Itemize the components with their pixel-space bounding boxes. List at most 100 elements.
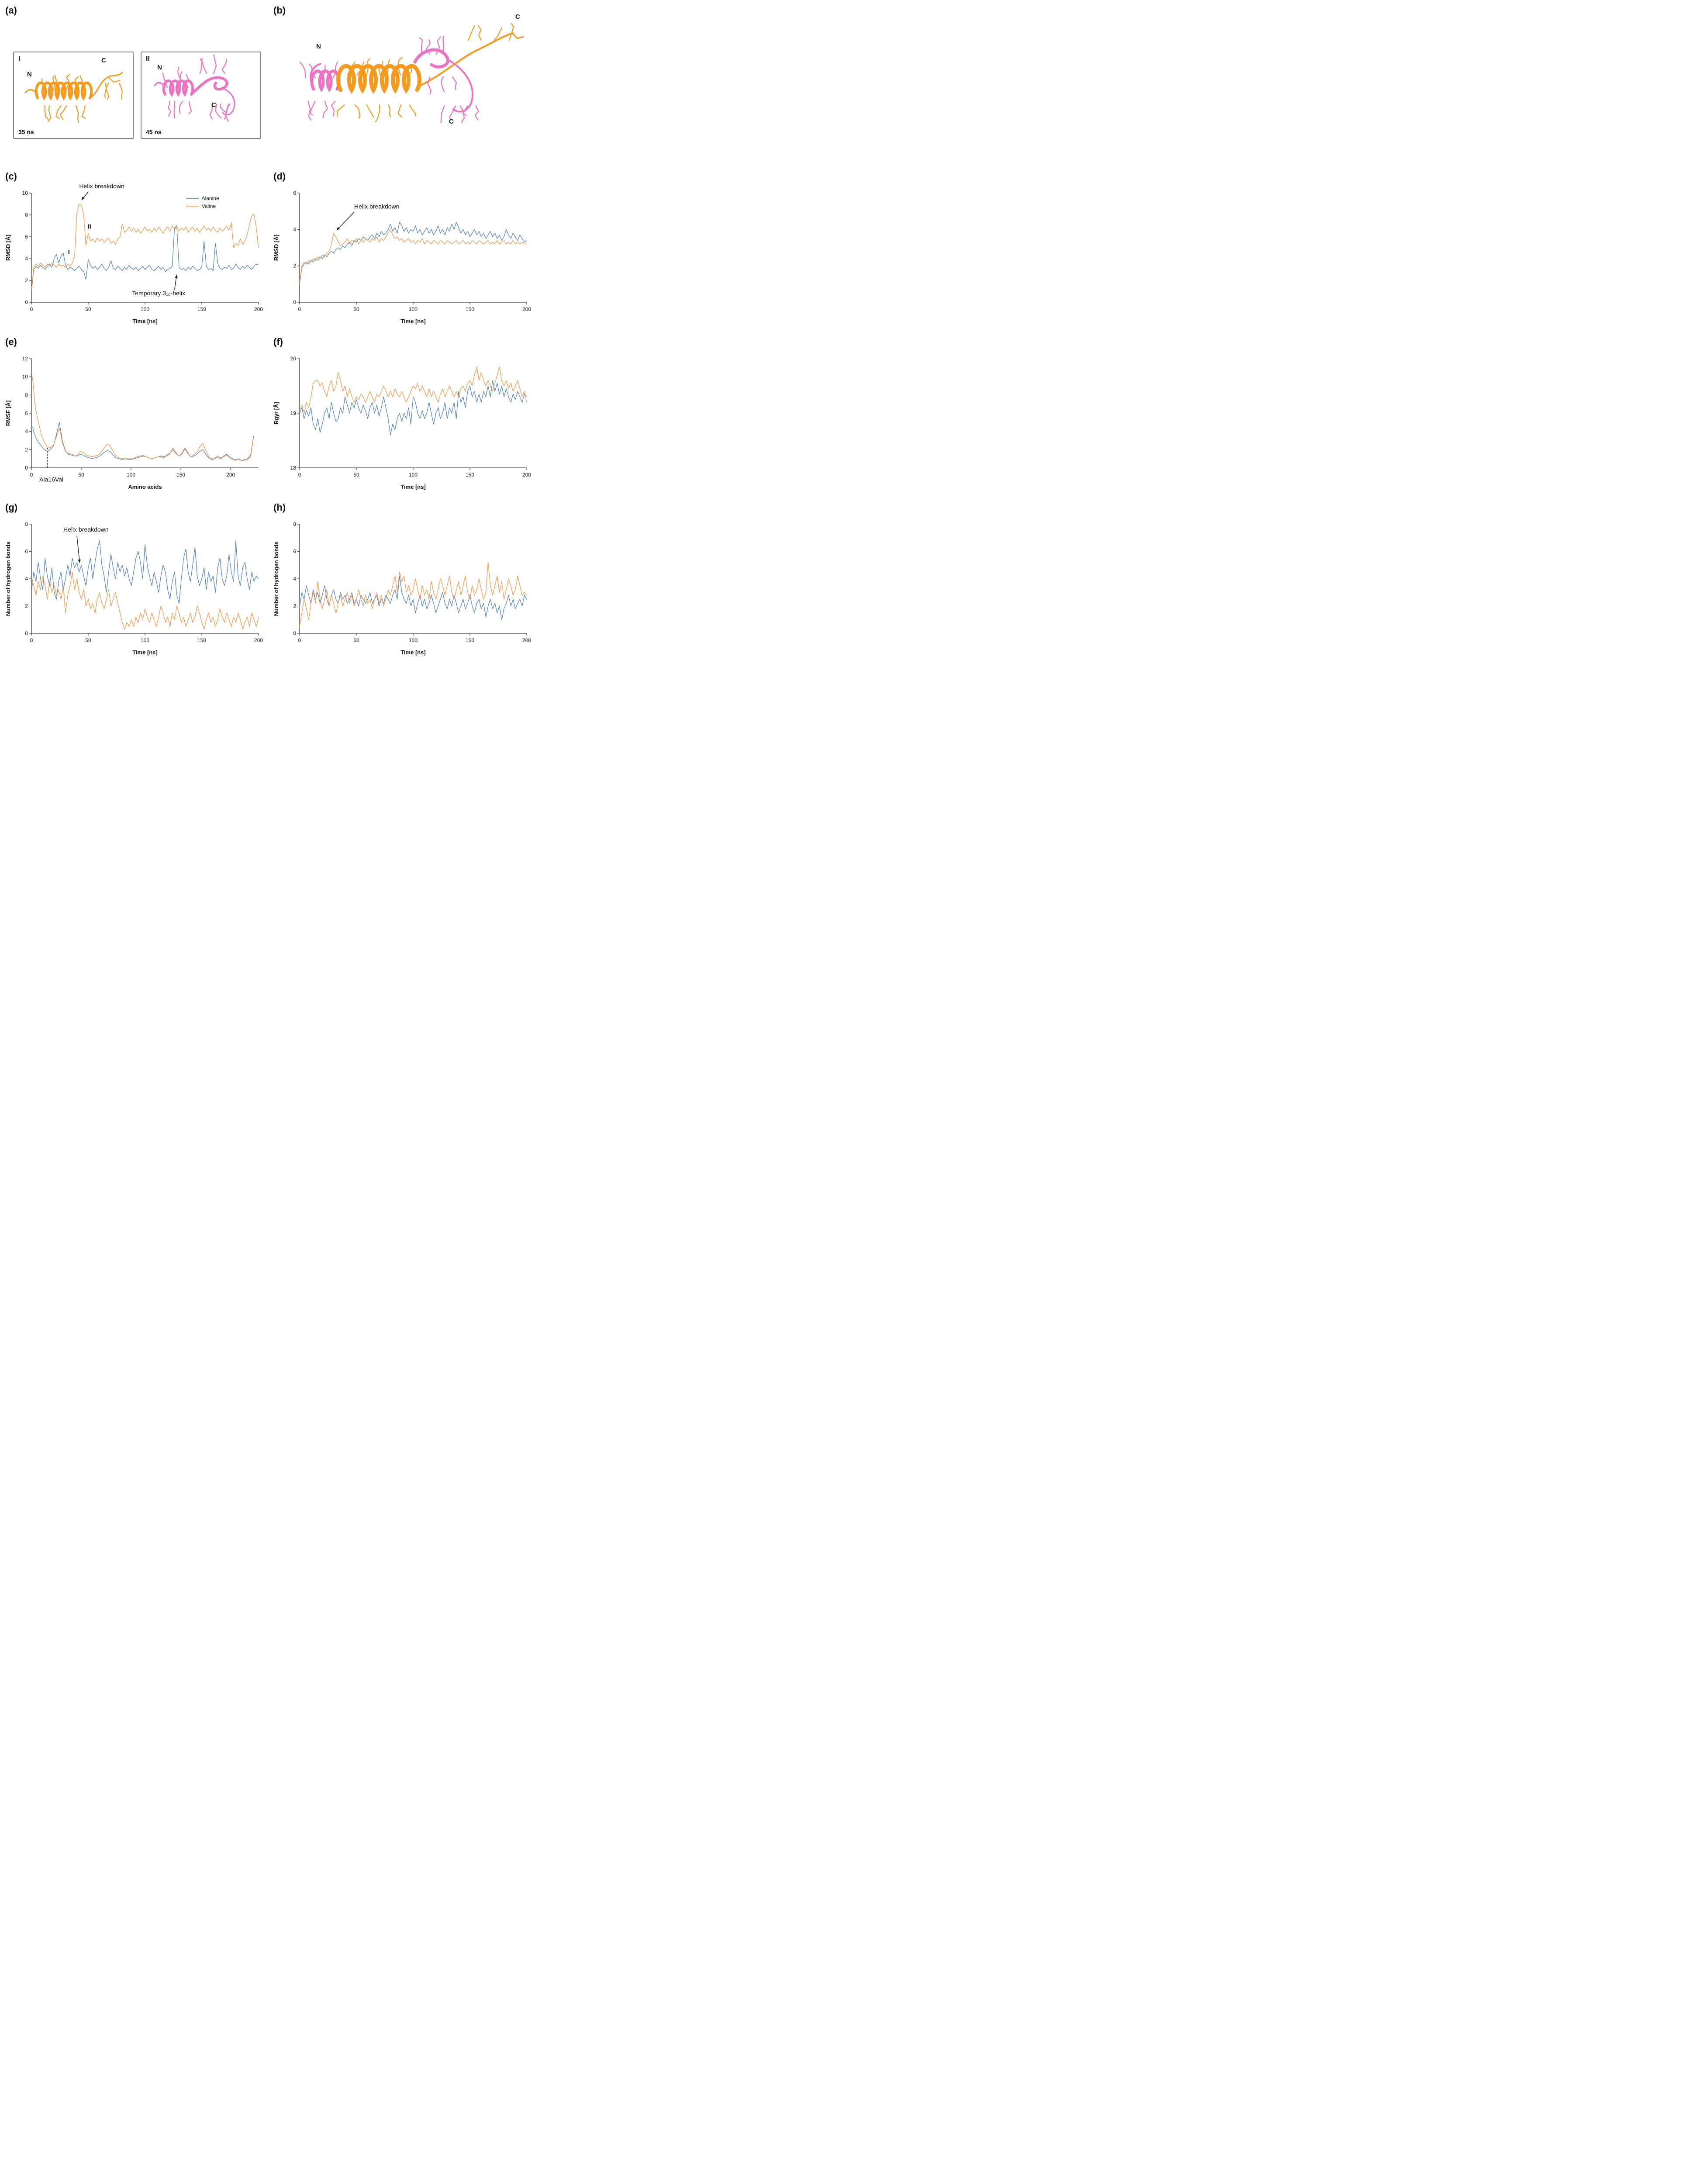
- panel-a-label: (a): [5, 5, 17, 16]
- svg-text:Helix breakdown: Helix breakdown: [63, 526, 109, 533]
- svg-text:Helix breakdown: Helix breakdown: [354, 203, 400, 210]
- svg-text:Number of hydrogen bonds: Number of hydrogen bonds: [273, 542, 280, 616]
- svg-text:150: 150: [197, 637, 206, 643]
- svg-text:6: 6: [25, 549, 28, 555]
- svg-text:2: 2: [293, 263, 296, 269]
- svg-text:0: 0: [25, 299, 28, 305]
- svg-text:12: 12: [22, 356, 28, 362]
- structures-row: (a) I N C 35 ns II N C 45 ns (b): [3, 5, 540, 163]
- svg-text:10: 10: [22, 190, 28, 196]
- svg-text:8: 8: [293, 521, 296, 527]
- svg-text:100: 100: [141, 306, 149, 312]
- svg-text:Time [ns]: Time [ns]: [400, 484, 426, 490]
- panel-f: (f) 0 50 100 150 200 18 19 20 Time [ns] Rgyr [Å]: [272, 336, 540, 494]
- panel-b-label: (b): [273, 5, 286, 16]
- svg-text:Rgyr [Å]: Rgyr [Å]: [273, 402, 280, 424]
- protein-structure-45ns: [154, 54, 235, 122]
- panel-h: (h) 0 50 100 150 200 0 2 4 6 8 Time [ns] Number of …: [272, 501, 540, 660]
- svg-text:8: 8: [25, 392, 28, 398]
- svg-text:50: 50: [85, 306, 91, 312]
- svg-text:200: 200: [522, 637, 531, 643]
- c-terminus-label: C: [449, 118, 454, 125]
- structure-box-II: II N C 45 ns: [141, 52, 261, 139]
- svg-text:10: 10: [22, 374, 28, 380]
- svg-text:I: I: [68, 249, 70, 256]
- svg-text:150: 150: [197, 306, 206, 312]
- svg-text:200: 200: [522, 472, 531, 478]
- svg-text:0: 0: [30, 306, 33, 312]
- svg-text:100: 100: [141, 637, 149, 643]
- structure-II-numeral: II: [146, 55, 150, 62]
- svg-text:150: 150: [466, 637, 474, 643]
- svg-text:Time [ns]: Time [ns]: [132, 318, 158, 325]
- chart-rmsf-amino-acids: 0 50 100 150 200 0 2 4 6 8 10 12 Amino acids RMSF [Å]…: [5, 356, 259, 490]
- svg-text:4: 4: [25, 429, 28, 435]
- n-terminus-label: N: [316, 43, 321, 50]
- svg-text:100: 100: [409, 306, 418, 312]
- svg-text:100: 100: [127, 472, 135, 478]
- svg-text:2: 2: [25, 603, 28, 609]
- panel-c: (c) 0 50 100 150 200 0 2 4 6 8 10 Time [ns] RMSD [Å]…: [3, 170, 272, 329]
- structure-overlay-wrap: N C C: [276, 12, 538, 156]
- snapshot-time-label: 35 ns: [18, 128, 34, 135]
- svg-text:0: 0: [25, 630, 28, 636]
- svg-text:0: 0: [298, 306, 301, 312]
- protein-structure-overlay: [299, 23, 524, 123]
- svg-text:6: 6: [25, 410, 28, 416]
- n-terminus-label: N: [27, 71, 32, 78]
- structure-snapshots: I N C 35 ns II N C 45 ns: [13, 52, 272, 139]
- svg-text:20: 20: [290, 356, 297, 362]
- svg-text:Valine: Valine: [202, 203, 216, 209]
- svg-text:150: 150: [176, 472, 185, 478]
- svg-text:Amino acids: Amino acids: [128, 484, 162, 490]
- panel-d-label: (d): [273, 171, 286, 182]
- panel-h-label: (h): [273, 502, 286, 513]
- c-terminus-label: C: [101, 57, 106, 64]
- svg-text:6: 6: [293, 549, 296, 555]
- c-terminus-label: C: [211, 101, 216, 109]
- svg-text:RMSF [Å]: RMSF [Å]: [5, 401, 11, 426]
- chart-hydrogen-bonds-protein: 0 50 100 150 200 0 2 4 6 8 Time [ns] Number of hydr…: [273, 521, 531, 656]
- svg-text:II: II: [87, 223, 91, 230]
- svg-text:RMSD [Å]: RMSD [Å]: [5, 235, 11, 261]
- panel-g-label: (g): [5, 502, 18, 513]
- svg-text:50: 50: [85, 637, 91, 643]
- panel-b: (b) N C C: [272, 5, 540, 163]
- svg-text:8: 8: [25, 212, 28, 218]
- svg-text:2: 2: [293, 603, 296, 609]
- structure-I-numeral: I: [18, 55, 21, 62]
- svg-text:RMSD [Å]: RMSD [Å]: [273, 235, 280, 261]
- svg-text:0: 0: [298, 472, 301, 478]
- svg-text:2: 2: [25, 446, 28, 453]
- scientific-figure: (a) I N C 35 ns II N C 45 ns (b): [0, 0, 543, 669]
- svg-text:50: 50: [353, 472, 359, 478]
- chart-rmsd-helix: 0 50 100 150 200 0 2 4 6 8 10 Time [ns] RMSD [Å] Alan…: [5, 183, 263, 325]
- svg-text:100: 100: [409, 637, 418, 643]
- svg-text:50: 50: [78, 472, 84, 478]
- svg-text:4: 4: [25, 256, 28, 262]
- chart-rmsd-protein: 0 50 100 150 200 0 2 4 6 Time [ns] RMSD [Å] Helix b…: [273, 190, 531, 325]
- svg-text:50: 50: [353, 637, 359, 643]
- svg-text:0: 0: [298, 637, 301, 643]
- svg-text:100: 100: [409, 472, 418, 478]
- svg-text:200: 200: [522, 306, 531, 312]
- panel-c-label: (c): [5, 171, 17, 182]
- svg-text:19: 19: [290, 410, 297, 416]
- svg-text:0: 0: [293, 630, 296, 636]
- snapshot-time-label: 45 ns: [146, 128, 162, 135]
- charts-row-3: (g) 0 50 100 150 200 0 2 4 6 8 Time [ns] Number of …: [3, 501, 540, 660]
- svg-text:0: 0: [30, 637, 33, 643]
- svg-text:Number of hydrogen bonds: Number of hydrogen bonds: [5, 542, 11, 616]
- svg-text:0: 0: [25, 465, 28, 471]
- c-terminus-label: C: [515, 13, 520, 21]
- svg-text:Alanine: Alanine: [202, 195, 219, 201]
- panel-e: (e) 0 50 100 150 200 0 2 4 6 8 10 12 Amino acids RMSF…: [3, 336, 272, 494]
- svg-text:Ala16Val: Ala16Val: [39, 476, 63, 483]
- n-terminus-label: N: [157, 64, 162, 71]
- structure-box-I: I N C 35 ns: [13, 52, 134, 139]
- panel-g: (g) 0 50 100 150 200 0 2 4 6 8 Time [ns] Number of …: [3, 501, 272, 660]
- svg-text:150: 150: [466, 472, 474, 478]
- svg-text:200: 200: [254, 637, 263, 643]
- svg-text:Time [ns]: Time [ns]: [400, 318, 426, 325]
- svg-text:6: 6: [25, 234, 28, 240]
